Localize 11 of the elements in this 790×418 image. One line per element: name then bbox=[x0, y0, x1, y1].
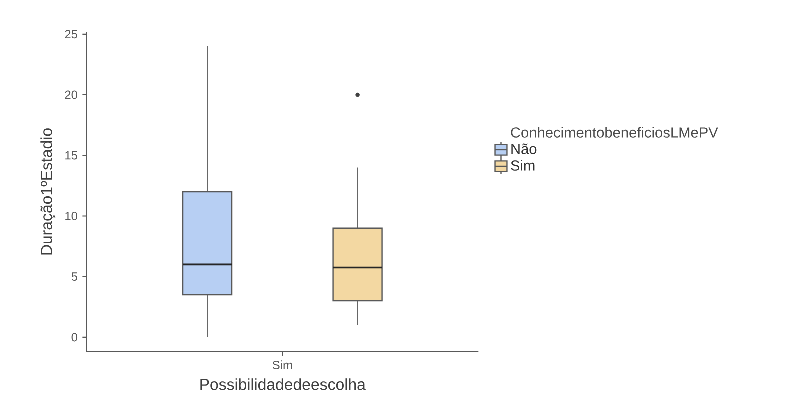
y-tick-label: 10 bbox=[66, 212, 78, 220]
y-tick-label: 25 bbox=[65, 30, 78, 39]
x-axis-title: Possibilidadedeescolha bbox=[200, 378, 366, 390]
y-tick-label: 0 bbox=[72, 333, 78, 342]
y-tick-label: 5 bbox=[72, 272, 78, 282]
legend-title: ConhecimentobeneficiosLMePV bbox=[511, 127, 718, 138]
y-axis-title: Duração1ºEstadio bbox=[40, 128, 56, 255]
y-tick-label: 20 bbox=[65, 90, 78, 100]
y-tick-label: 15 bbox=[66, 151, 78, 160]
legend-label: Não bbox=[512, 144, 537, 154]
legend-label: Sim bbox=[511, 160, 535, 171]
